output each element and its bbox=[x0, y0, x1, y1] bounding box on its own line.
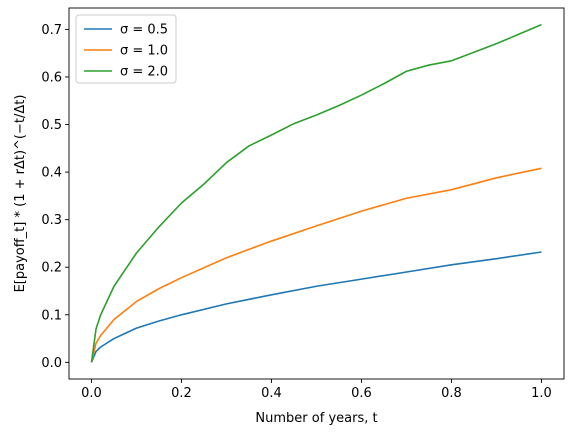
y-tick-label: 0.6 bbox=[41, 70, 62, 85]
y-tick-label: 0.3 bbox=[41, 213, 62, 228]
legend-label-0: σ = 0.5 bbox=[120, 23, 168, 38]
x-tick-label: 0.0 bbox=[81, 386, 102, 401]
x-tick-label: 0.4 bbox=[261, 386, 282, 401]
y-tick-label: 0.4 bbox=[41, 166, 62, 181]
x-tick-label: 1.0 bbox=[531, 386, 552, 401]
series-line-1 bbox=[90, 167, 542, 363]
axes-frame bbox=[68, 7, 565, 380]
legend-label-1: σ = 1.0 bbox=[120, 44, 168, 59]
series-line-0 bbox=[90, 251, 542, 363]
legend-box bbox=[75, 14, 177, 84]
axes: 0.0 0.2 0.4 0.6 0.8 1.0 0.0 0.1 0.2 0.3 0.4 0.5 0.6 0… bbox=[13, 7, 565, 426]
x-tick-label: 0.2 bbox=[171, 386, 192, 401]
y-tick-label: 0.1 bbox=[41, 308, 62, 323]
y-tick-label: 0.0 bbox=[41, 356, 62, 371]
y-tick-label: 0.2 bbox=[41, 261, 62, 276]
x-tick-label: 0.8 bbox=[441, 386, 462, 401]
y-tick-label: 0.5 bbox=[41, 118, 62, 133]
legend: σ = 0.5 σ = 1.0 σ = 2.0 bbox=[75, 14, 177, 84]
y-tick-label: 0.7 bbox=[41, 23, 62, 38]
x-tick-label: 0.6 bbox=[351, 386, 372, 401]
plot-area bbox=[90, 23, 542, 363]
series-line-2 bbox=[90, 23, 542, 363]
y-axis-label: E[payoff_t] * (1 + rΔt)^(−t/Δt) bbox=[13, 95, 28, 293]
legend-label-2: σ = 2.0 bbox=[120, 65, 168, 80]
x-axis-label: Number of years, t bbox=[255, 411, 377, 426]
